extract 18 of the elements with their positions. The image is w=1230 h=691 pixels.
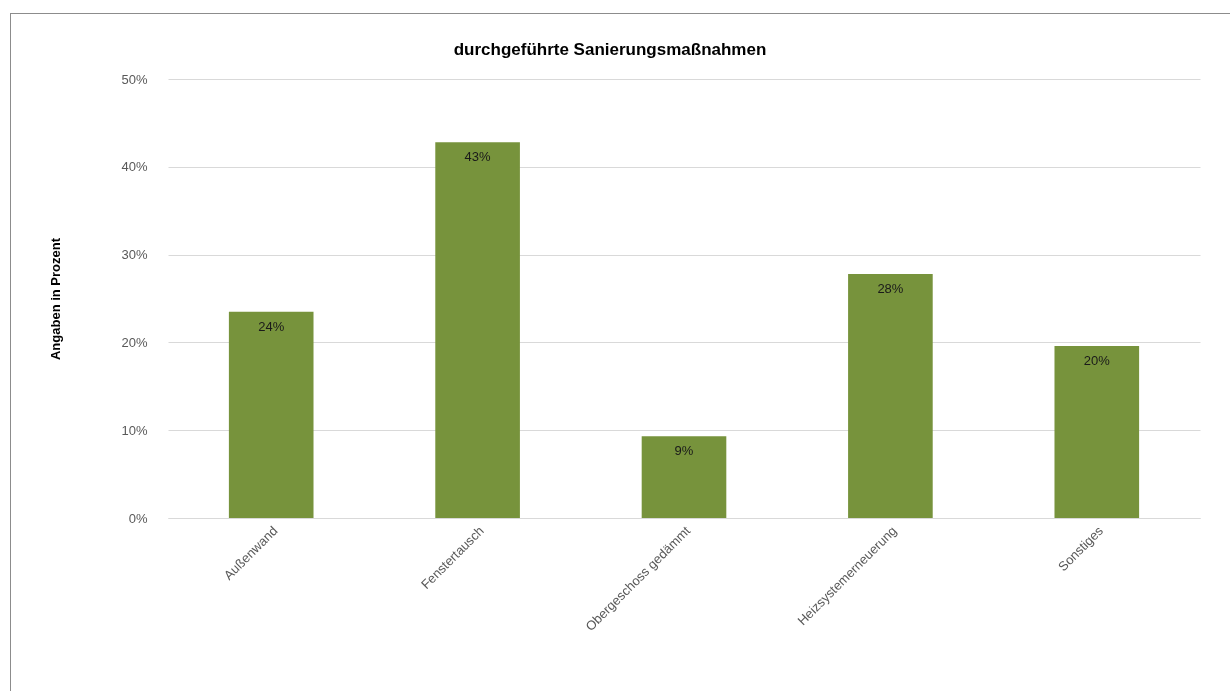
data-label: 20%: [1083, 352, 1111, 368]
data-label: 28%: [877, 280, 904, 296]
bar: [848, 273, 933, 518]
data-label: 9%: [674, 443, 694, 459]
y-axis-title: Angaben in Prozent: [48, 237, 64, 361]
data-label: 24%: [258, 318, 285, 334]
data-label: 43%: [464, 149, 492, 165]
y-tick-label: 30%: [121, 247, 148, 263]
bar: [435, 142, 520, 518]
y-tick-label: 0%: [128, 510, 148, 526]
y-tick-label: 20%: [121, 334, 148, 350]
bar: [228, 311, 314, 518]
y-tick-label: 40%: [121, 159, 148, 175]
y-tick-label: 50%: [121, 71, 148, 87]
bar: [641, 436, 727, 518]
bar: [1054, 345, 1140, 518]
y-tick-label: 10%: [121, 422, 148, 438]
chart-title: durchgeführte Sanierungsmaßnahmen: [453, 40, 767, 59]
